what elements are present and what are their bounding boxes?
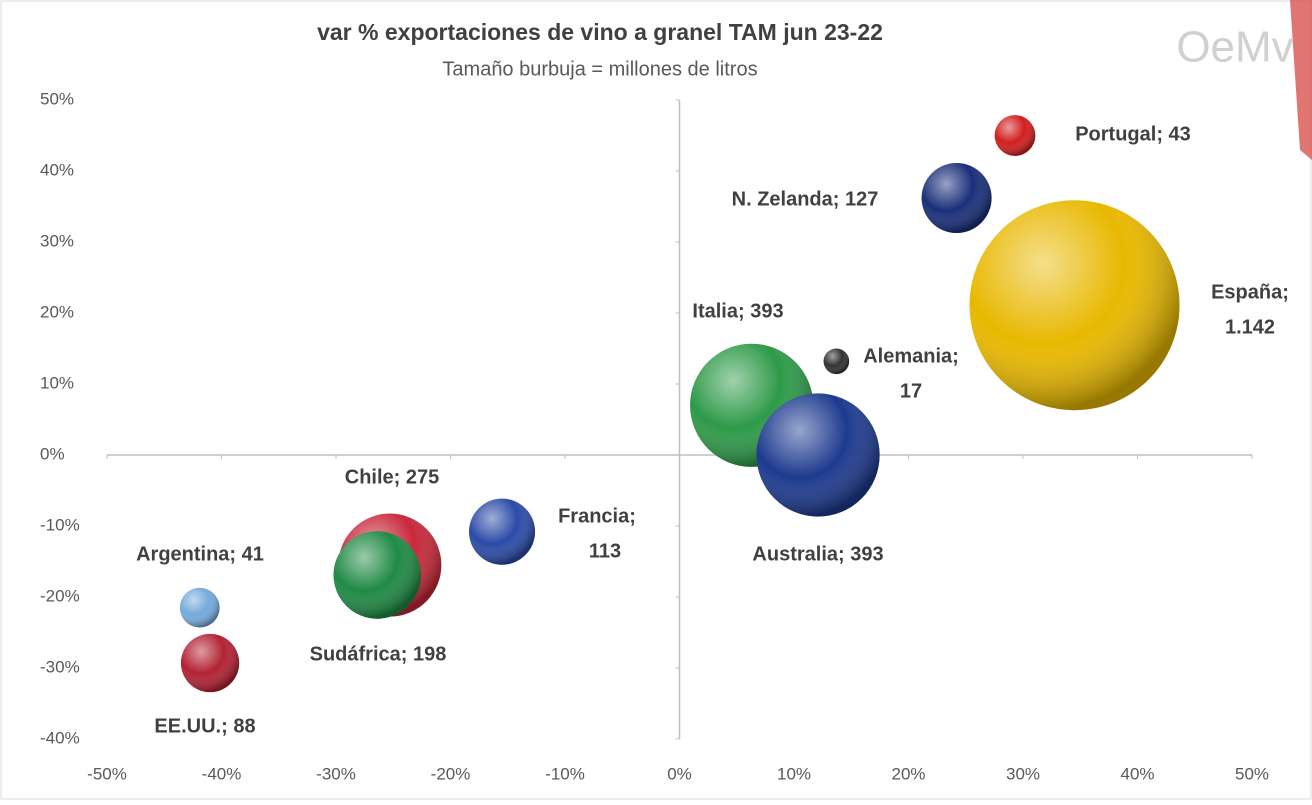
bubble (995, 115, 1036, 156)
data-label: Portugal; 43 (1075, 123, 1191, 145)
x-tick-label: -10% (545, 764, 585, 783)
y-tick-label: 50% (40, 89, 74, 108)
bubble (922, 163, 992, 233)
data-label: 1.142 (1225, 316, 1275, 338)
data-label: 113 (589, 540, 621, 562)
x-tick-label: -30% (316, 764, 356, 783)
data-label: Argentina; 41 (136, 543, 264, 565)
y-tick-label: 40% (40, 160, 74, 179)
chart: var % exportaciones de vino a granel TAM… (0, 0, 1312, 800)
bubble (181, 634, 239, 692)
y-tick-label: 10% (40, 373, 74, 392)
bubble-shine (824, 348, 850, 374)
bubble-shine (181, 634, 239, 692)
bubble (180, 588, 220, 628)
data-label: EE.UU.; 88 (154, 715, 255, 737)
data-label: N. Zelanda; 127 (732, 188, 879, 210)
x-tick-label: -40% (202, 764, 242, 783)
y-tick-label: 30% (40, 231, 74, 250)
data-label: Sudáfrica; 198 (310, 643, 447, 665)
data-label: Italia; 393 (692, 300, 783, 322)
x-tick-label: 40% (1120, 764, 1154, 783)
x-tick-label: 10% (777, 764, 811, 783)
bubble (824, 348, 850, 374)
page: {"chart_data": {"type": "bubble", "title… (0, 0, 1312, 805)
x-tick-label: 50% (1235, 764, 1269, 783)
x-tick-label: -50% (87, 764, 127, 783)
data-label: Australia; 393 (752, 543, 883, 565)
x-tick-label: 30% (1006, 764, 1040, 783)
bubble-shine (469, 499, 535, 565)
chart-title: var % exportaciones de vino a granel TAM… (317, 19, 883, 45)
y-tick-label: -40% (40, 728, 80, 747)
y-tick-label: 20% (40, 302, 74, 321)
data-label: España; (1211, 281, 1289, 303)
chart-subtitle: Tamaño burbuja = millones de litros (442, 58, 757, 80)
data-label: 17 (900, 380, 922, 402)
y-tick-label: 0% (40, 444, 65, 463)
x-tick-label: -20% (431, 764, 471, 783)
bubble-shine (180, 588, 220, 628)
bubble (469, 499, 535, 565)
y-tick-label: -20% (40, 586, 80, 605)
bubble (756, 393, 879, 516)
y-tick-label: -10% (40, 515, 80, 534)
x-tick-label: 20% (891, 764, 925, 783)
bubble-shine (922, 163, 992, 233)
data-label: Chile; 275 (345, 466, 439, 488)
y-tick-label: -30% (40, 657, 80, 676)
logo: OeMv (1176, 23, 1293, 72)
data-label: Alemania; (863, 345, 959, 367)
bubble-shine (970, 200, 1180, 410)
bubble-shine (333, 531, 420, 618)
bubble-shine (756, 393, 879, 516)
bubble (333, 531, 420, 618)
bubble-shine (995, 115, 1036, 156)
bubble (970, 200, 1180, 410)
data-label: Francia; (558, 505, 636, 527)
x-tick-label: 0% (667, 764, 692, 783)
